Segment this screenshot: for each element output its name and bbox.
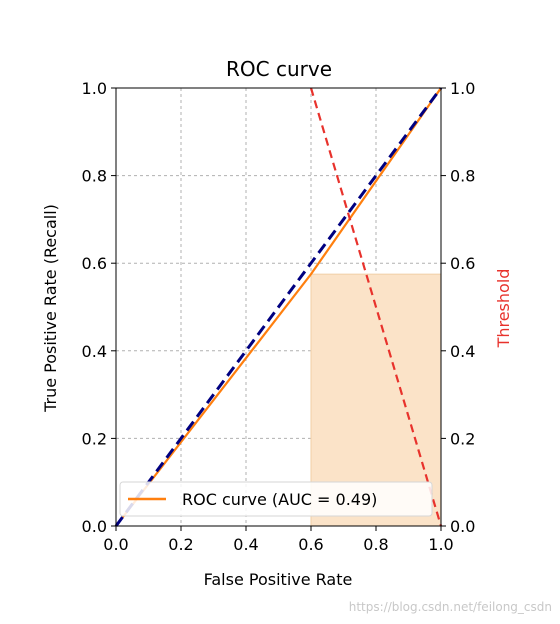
y2-tick-label: 0.6 — [450, 254, 475, 273]
x-tick-label: 0.8 — [363, 535, 388, 554]
y-tick-label: 0.2 — [82, 429, 107, 448]
ticks: 0.0 0.2 0.4 0.6 0.8 1.00.00.20.40.60.81.00.00… — [82, 79, 476, 554]
y-tick-label: 1.0 — [82, 79, 107, 98]
x-tick-label: 0.2 — [168, 535, 193, 554]
y-tick-label: 0.0 — [82, 517, 107, 536]
x-axis-label: False Positive Rate — [204, 570, 353, 589]
y2-axis-label: Threshold — [494, 269, 513, 349]
x-tick-label: 0.4 — [233, 535, 258, 554]
y-axis-label: True Positive Rate (Recall) — [41, 204, 60, 413]
y-tick-label: 0.4 — [82, 342, 107, 361]
legend-label: ROC curve (AUC = 0.49) — [182, 490, 377, 509]
y2-tick-label: 1.0 — [450, 79, 475, 98]
y2-tick-label: 0.4 — [450, 342, 475, 361]
series-layer — [114, 87, 443, 527]
y2-tick-label: 0.0 — [450, 517, 475, 536]
x-tick-label: 1.0 — [428, 535, 453, 554]
legend: ROC curve (AUC = 0.49) — [119, 481, 433, 517]
series-line-2 — [309, 87, 443, 527]
y-tick-label: 0.6 — [82, 254, 107, 273]
y2-tick-label: 0.2 — [450, 429, 475, 448]
y-tick-label: 0.8 — [82, 167, 107, 186]
watermark: https://blog.csdn.net/feilong_csdn — [348, 600, 552, 614]
series-line-1 — [114, 87, 443, 527]
plot-frame — [115, 87, 442, 527]
legend-box — [119, 481, 433, 517]
series-line-0 — [115, 87, 442, 527]
y2-tick-label: 0.8 — [450, 167, 475, 186]
chart-title: ROC curve — [226, 57, 332, 81]
x-tick-label: 0.6 — [298, 535, 323, 554]
x-tick-label: 0.0 — [103, 535, 128, 554]
